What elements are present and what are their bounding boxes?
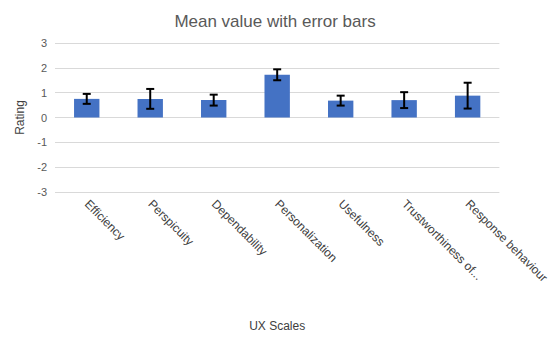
svg-text:1: 1	[41, 87, 47, 99]
svg-text:-1: -1	[37, 136, 47, 148]
svg-text:2: 2	[41, 62, 47, 74]
svg-text:Dependability: Dependability	[209, 197, 270, 258]
svg-text:-2: -2	[37, 161, 47, 173]
svg-text:Mean value with error bars: Mean value with error bars	[174, 12, 375, 31]
svg-text:3: 3	[41, 37, 47, 49]
svg-text:Usefulness: Usefulness	[336, 197, 388, 249]
svg-text:Rating: Rating	[13, 100, 27, 135]
svg-text:Perspicuity: Perspicuity	[145, 197, 196, 248]
svg-text:0: 0	[41, 112, 47, 124]
svg-text:Response behaviour: Response behaviour	[463, 197, 550, 285]
svg-text:-3: -3	[37, 186, 47, 198]
svg-text:Trustworthiness of...: Trustworthiness of...	[399, 197, 486, 283]
svg-text:UX Scales: UX Scales	[249, 319, 305, 333]
svg-text:Efficiency: Efficiency	[82, 197, 128, 243]
svg-text:Personalization: Personalization	[272, 197, 340, 265]
